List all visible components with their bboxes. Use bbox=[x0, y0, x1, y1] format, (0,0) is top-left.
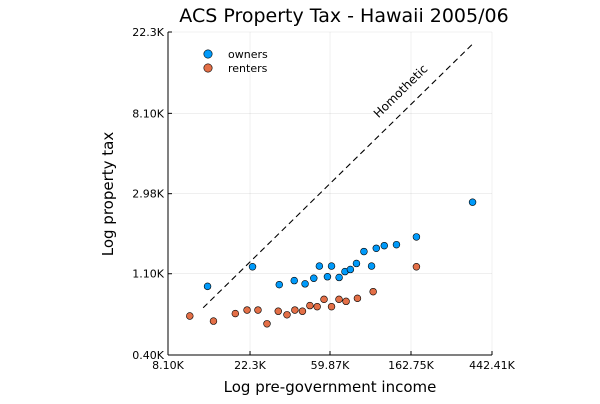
y-tick-label: 0.40K bbox=[132, 349, 164, 362]
y-axis-label: Log property tax bbox=[99, 132, 117, 257]
legend-label-renters: renters bbox=[228, 62, 268, 75]
renters-point bbox=[291, 306, 299, 314]
renters-point bbox=[335, 295, 343, 304]
legend-marker-owners bbox=[203, 49, 213, 59]
legend-label-owners: owners bbox=[228, 48, 268, 61]
owners-point bbox=[203, 282, 212, 291]
homothetic-label: Homothetic bbox=[371, 62, 431, 121]
owners-point bbox=[323, 273, 332, 281]
owners-point bbox=[360, 247, 368, 256]
renters-point bbox=[313, 302, 321, 311]
owners-point bbox=[392, 240, 401, 249]
owners-point bbox=[372, 244, 380, 252]
owners-point bbox=[301, 280, 309, 288]
owners-point bbox=[380, 241, 388, 250]
renters-point bbox=[369, 287, 377, 296]
owners-point bbox=[248, 263, 257, 271]
renters-point bbox=[254, 306, 262, 314]
owners-point bbox=[310, 274, 318, 282]
renters-point bbox=[263, 320, 271, 328]
renters-point bbox=[274, 307, 282, 315]
renters-point bbox=[243, 306, 251, 314]
owners-point bbox=[367, 262, 376, 270]
y-tick-label: 2.98K bbox=[132, 188, 164, 201]
legend-marker-renters bbox=[203, 63, 213, 73]
owners-point bbox=[315, 262, 324, 270]
renters-point bbox=[412, 263, 421, 271]
owners-point bbox=[468, 198, 477, 206]
y-axis-ticks: 0.40K 1.10K 2.98K 8.10K 22.3K bbox=[132, 26, 172, 362]
renters-point bbox=[298, 307, 307, 315]
renters-point bbox=[186, 312, 194, 320]
x-axis-label: Log pre-government income bbox=[224, 378, 437, 396]
y-tick-label: 1.10K bbox=[132, 268, 164, 281]
homothetic-line bbox=[202, 43, 474, 309]
renters-point bbox=[342, 297, 350, 306]
x-tick-label: 442.41K bbox=[469, 359, 515, 372]
renters-point bbox=[283, 311, 291, 319]
renters-point bbox=[327, 302, 336, 311]
x-tick-label: 22.3K bbox=[234, 359, 266, 372]
owners-point bbox=[290, 276, 298, 285]
owners-point bbox=[412, 233, 421, 241]
y-tick-label: 8.10K bbox=[132, 107, 164, 120]
renters-point bbox=[231, 309, 240, 318]
x-axis-ticks: 8.10K 22.3K 59.87K 162.75K 442.41K bbox=[152, 351, 516, 372]
x-tick-label: 59.87K bbox=[311, 359, 350, 372]
chart-title: ACS Property Tax - Hawaii 2005/06 bbox=[179, 5, 508, 27]
x-tick-label: 162.75K bbox=[388, 359, 434, 372]
renters-point bbox=[209, 317, 218, 325]
y-tick-label: 22.3K bbox=[132, 26, 164, 39]
owners-point bbox=[352, 259, 361, 268]
renters-point bbox=[353, 294, 362, 303]
renters-point bbox=[320, 295, 328, 304]
data-points bbox=[186, 198, 477, 328]
owners-point bbox=[275, 280, 283, 289]
renters-point bbox=[306, 301, 314, 310]
x-tick-label: 8.10K bbox=[152, 359, 184, 372]
owners-point bbox=[327, 262, 336, 270]
owners-point bbox=[346, 265, 355, 274]
reference-line: Homothetic bbox=[202, 43, 474, 309]
owners-point bbox=[335, 273, 343, 282]
